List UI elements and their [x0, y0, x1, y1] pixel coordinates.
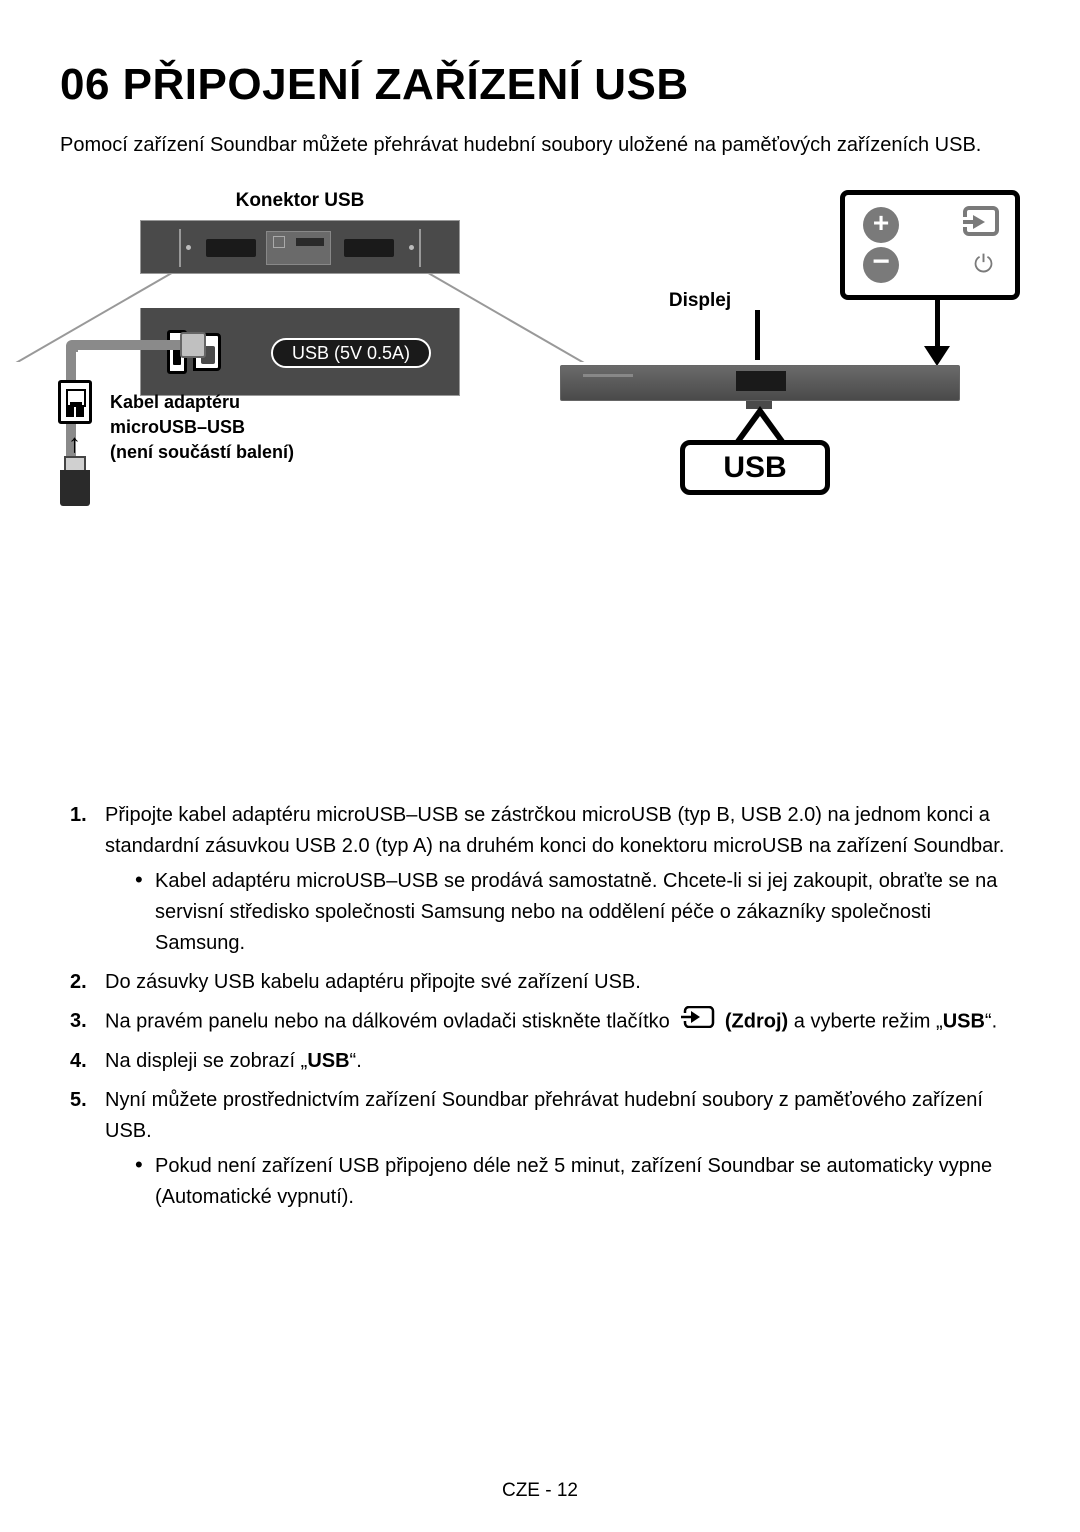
page-title: 06 PŘIPOJENÍ ZAŘÍZENÍ USB [60, 60, 1020, 110]
step-3-d: USB [943, 1010, 985, 1032]
soundbar-front [560, 365, 960, 401]
step-3-e: “. [985, 1010, 997, 1032]
usb-port-label: USB (5V 0.5A) [271, 338, 431, 368]
step-3: Na pravém panelu nebo na dálkovém ovlada… [70, 1006, 1020, 1038]
page-footer: CZE - 12 [0, 1480, 1080, 1502]
source-inline-icon [679, 1006, 715, 1038]
step-1-sub: Kabel adaptéru microUSB–USB se prodává s… [135, 866, 1020, 959]
step-1-text: Připojte kabel adaptéru microUSB–USB se … [105, 804, 1004, 857]
power-icon: ⏻ [974, 251, 993, 279]
step-4-b: USB [307, 1050, 349, 1072]
step-3-a: Na pravém panelu nebo na dálkovém ovlada… [105, 1010, 675, 1032]
konektor-label: Konektor USB [120, 190, 480, 212]
steps-list: Připojte kabel adaptéru microUSB–USB se … [60, 800, 1020, 1213]
adapter-label: Kabel adaptéru microUSB–USB (není součás… [110, 390, 370, 466]
cable-plug-icon [180, 332, 206, 358]
step-5-text: Nyní můžete prostřednictvím zařízení Sou… [105, 1089, 983, 1142]
adapter-label-l1: Kabel adaptéru [110, 392, 240, 412]
step-4-a: Na displeji se zobrazí „ [105, 1050, 307, 1072]
step-5: Nyní můžete prostřednictvím zařízení Sou… [70, 1085, 1020, 1213]
adapter-icon [58, 380, 92, 424]
step-1: Připojte kabel adaptéru microUSB–USB se … [70, 800, 1020, 959]
soundbar-back-panel [140, 220, 460, 274]
intro-text: Pomocí zařízení Soundbar můžete přehráva… [60, 130, 1020, 160]
arrow-up-icon: ↑ [68, 428, 81, 459]
step-5-sub: Pokud není zařízení USB připojeno déle n… [135, 1151, 1020, 1213]
control-pad: + − ⏻ [840, 190, 1020, 300]
volume-down-icon: − [863, 247, 899, 283]
step-4: Na displeji se zobrazí „USB“. [70, 1046, 1020, 1077]
cable-icon [68, 340, 196, 350]
diagram-left: Konektor USB USB (5V 0.5A) [60, 190, 480, 600]
step-4-c: “. [350, 1050, 362, 1072]
step-3-b: (Zdroj) [719, 1010, 788, 1032]
adapter-label-l3: (není součástí balení) [110, 442, 294, 462]
step-3-c: a vyberte režim „ [788, 1010, 942, 1032]
diagram-right: + − ⏻ Displej USB [560, 190, 1020, 510]
displej-label: Displej [560, 290, 840, 312]
diagram-area: Konektor USB USB (5V 0.5A) [60, 190, 1020, 600]
step-2: Do zásuvky USB kabelu adaptéru připojte … [70, 967, 1020, 998]
usb-display-box: USB [680, 440, 830, 495]
volume-up-icon: + [863, 207, 899, 243]
usb-drive-icon [60, 470, 90, 506]
source-icon [959, 205, 1001, 244]
callout-arrow-icon [734, 406, 786, 442]
display-icon [736, 371, 786, 391]
adapter-label-l2: microUSB–USB [110, 417, 245, 437]
pointer-arrow-icon [924, 346, 950, 366]
